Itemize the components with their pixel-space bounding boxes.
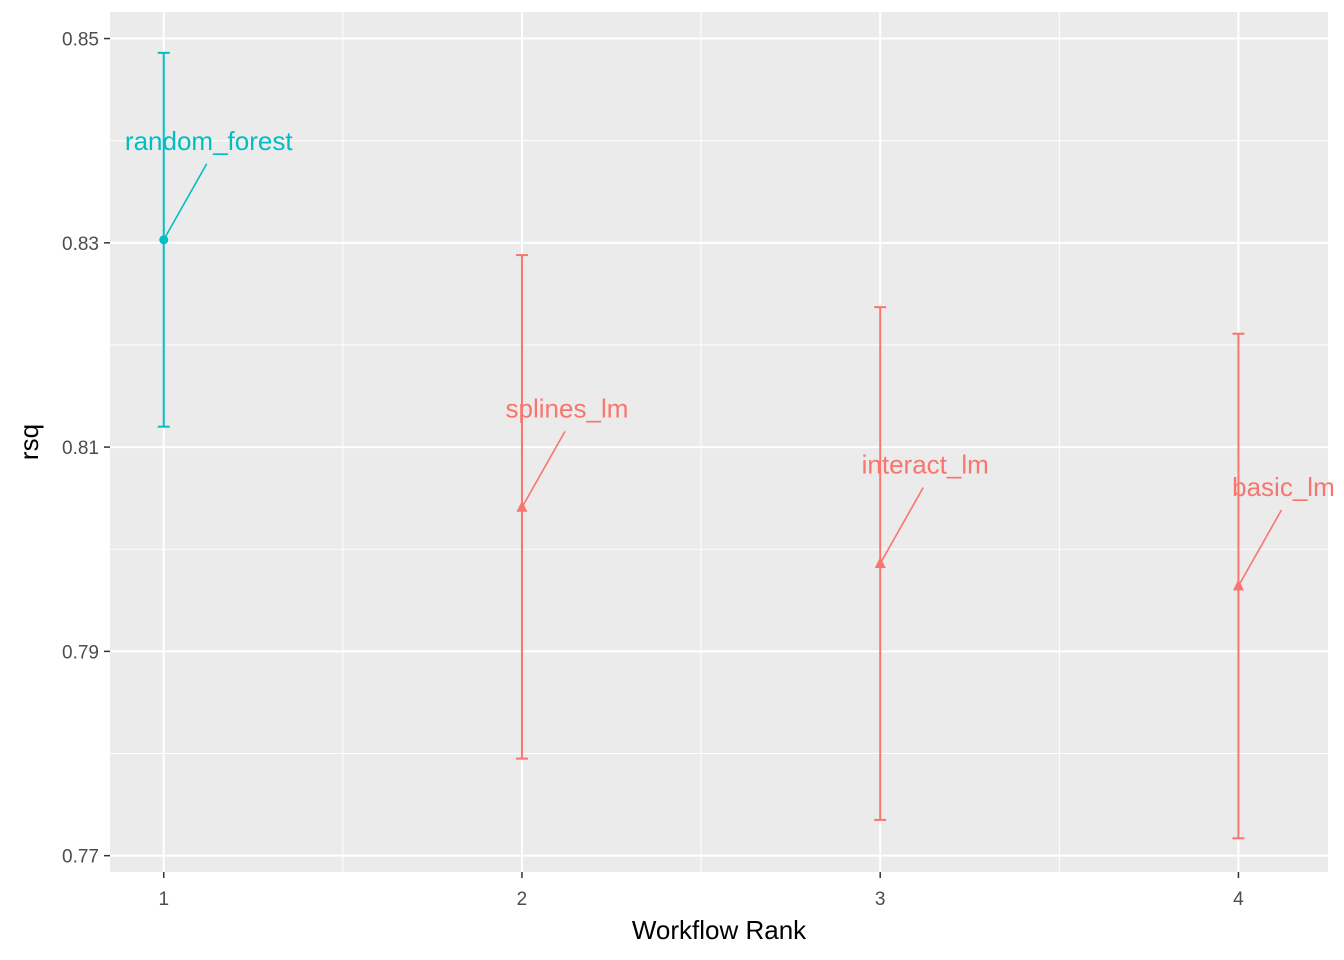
label-leader-line — [879, 487, 924, 564]
data-point-group: basic_lm — [1232, 332, 1335, 840]
y-tick-label: 0.81 — [62, 438, 99, 459]
x-tick-label: 2 — [517, 889, 528, 910]
data-point-group: splines_lm — [506, 254, 629, 760]
x-axis: 1 2 3 4 — [158, 872, 1244, 910]
label-leader-line — [163, 163, 208, 241]
point-label: splines_lm — [506, 393, 629, 423]
label-leader-line — [521, 430, 566, 508]
data-marks: random_forest splines_lm interact_lm basic_… — [125, 51, 1335, 840]
x-tick-label: 1 — [158, 889, 169, 910]
point-label: interact_lm — [862, 450, 989, 480]
data-point-group: interact_lm — [862, 306, 989, 821]
label-leader-line — [1237, 509, 1283, 587]
plot-panel — [110, 12, 1328, 872]
y-tick-label: 0.83 — [62, 234, 99, 255]
x-tick-label: 4 — [1233, 889, 1244, 910]
y-axis-title: rsq — [14, 424, 44, 460]
y-tick-label: 0.79 — [62, 642, 99, 663]
x-axis-title: Workflow Rank — [632, 915, 807, 945]
data-point-group: random_forest — [125, 51, 293, 428]
y-tick-label: 0.85 — [62, 30, 99, 51]
y-tick-label: 0.77 — [62, 847, 99, 868]
point-label: basic_lm — [1232, 472, 1335, 502]
y-axis: 0.77 0.79 0.81 0.83 0.85 — [62, 30, 110, 868]
x-tick-label: 3 — [875, 889, 886, 910]
minor-gridlines — [110, 12, 1328, 872]
point-label: random_forest — [125, 126, 293, 156]
